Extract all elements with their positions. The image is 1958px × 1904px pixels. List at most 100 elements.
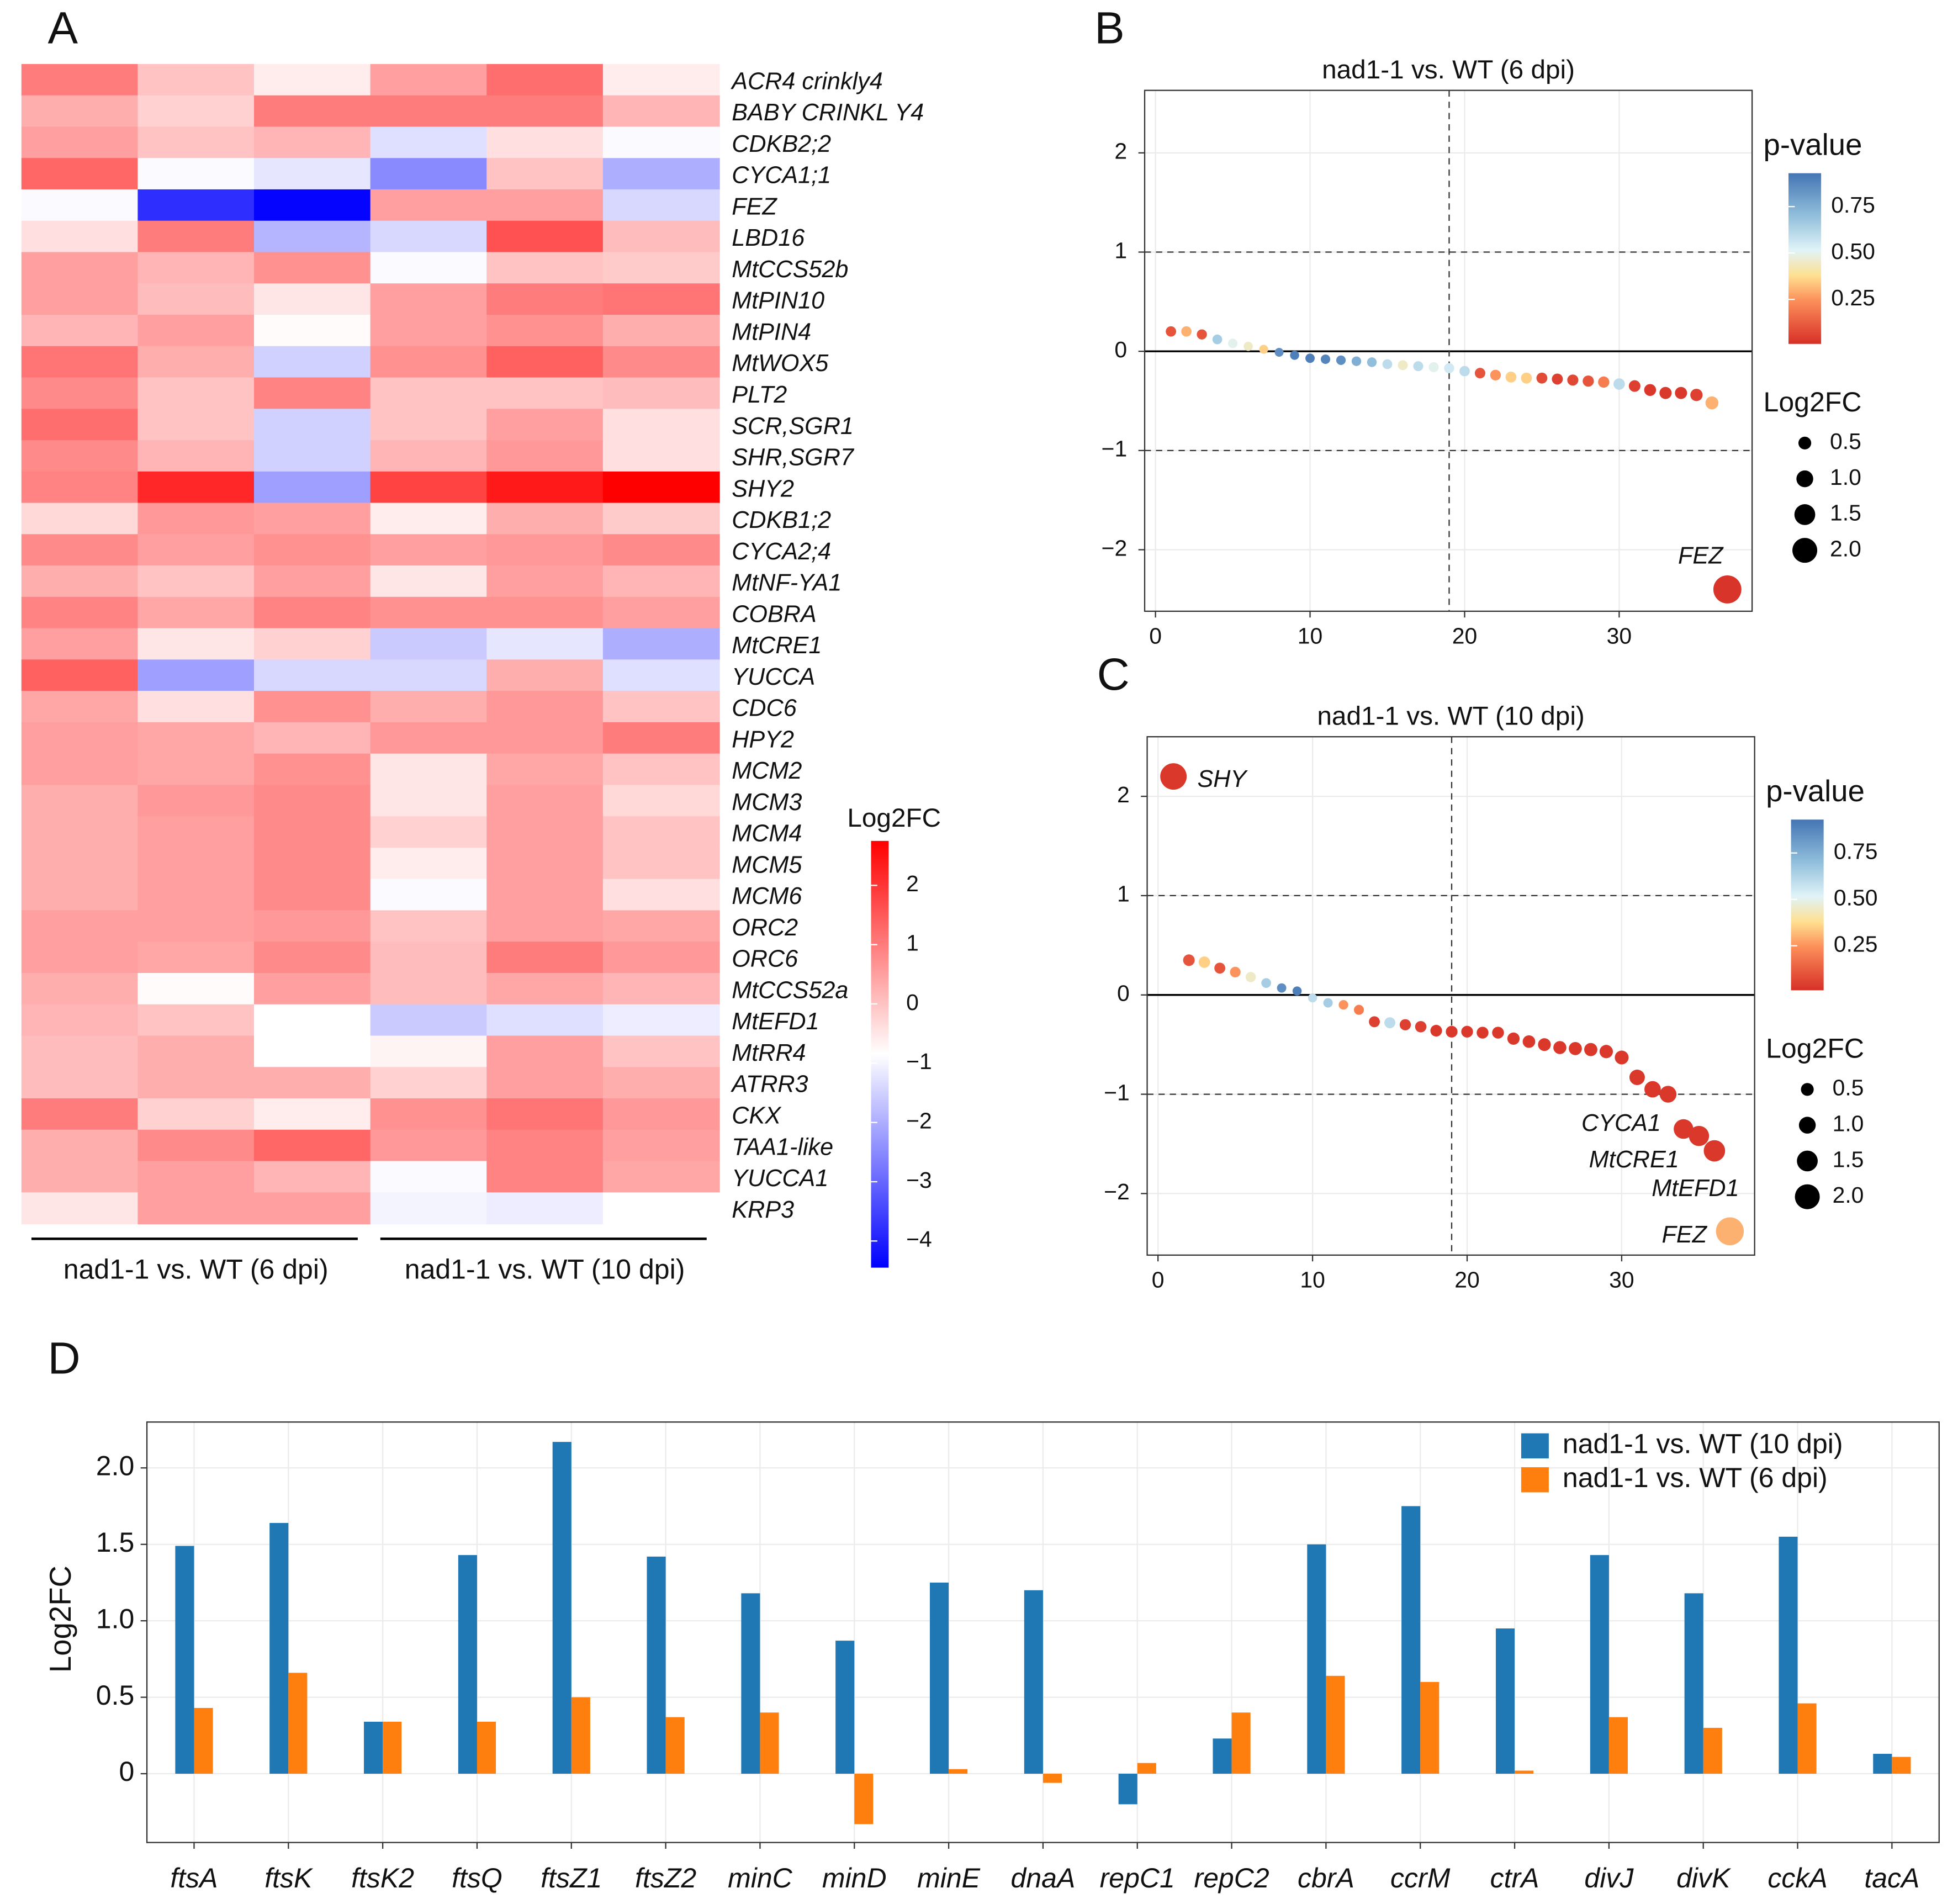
annotation: MtEFD1 xyxy=(1652,1175,1739,1202)
point xyxy=(1228,339,1238,348)
row-label: CYCA2;4 xyxy=(732,538,831,565)
heatmap-cell xyxy=(137,471,255,504)
heatmap-cell xyxy=(370,972,488,1005)
heatmap-cell xyxy=(370,189,488,221)
point xyxy=(1705,396,1719,410)
heatmap-cell xyxy=(602,1035,720,1068)
heatmap-cell xyxy=(602,377,720,410)
heatmap-cell xyxy=(486,847,604,880)
y-tick-label: −2 xyxy=(1102,535,1128,560)
point xyxy=(1716,1217,1744,1246)
colorbar-tick-label: −3 xyxy=(906,1167,932,1193)
y-tick-label: 0.5 xyxy=(96,1680,135,1711)
bar xyxy=(288,1673,308,1774)
y-tick-label: 0 xyxy=(1117,981,1130,1006)
colorbar-tick-label: 0.25 xyxy=(1834,931,1878,956)
heatmap-cell xyxy=(486,1161,604,1193)
heatmap-cell xyxy=(254,910,371,943)
colorbar-tick-label: 0.75 xyxy=(1834,839,1878,864)
heatmap-cell xyxy=(486,942,604,974)
heatmap-cell xyxy=(486,409,604,441)
heatmap-cell xyxy=(254,691,371,723)
point xyxy=(1183,954,1195,966)
point xyxy=(1505,372,1517,383)
heatmap-cell xyxy=(254,1192,371,1225)
heatmap-cell xyxy=(21,409,139,441)
point xyxy=(1323,998,1333,1008)
heatmap-cell xyxy=(254,879,371,911)
heatmap-cell xyxy=(21,753,139,786)
heatmap-cell xyxy=(370,565,488,597)
heatmap-cell xyxy=(21,315,139,347)
panel-label: C xyxy=(1097,649,1130,700)
size-legend-label: 2.0 xyxy=(1833,1182,1864,1208)
x-tick-label: repC1 xyxy=(1100,1863,1175,1894)
heatmap-cell xyxy=(370,628,488,660)
size-legend-label: 0.5 xyxy=(1833,1075,1864,1101)
point xyxy=(1197,329,1207,340)
point xyxy=(1430,1024,1442,1037)
row-label: CDKB1;2 xyxy=(732,507,831,533)
heatmap-cell xyxy=(254,1161,371,1193)
heatmap-cell xyxy=(370,64,488,96)
row-label: PLT2 xyxy=(732,382,787,408)
bar xyxy=(1326,1675,1345,1774)
heatmap-cell xyxy=(602,910,720,943)
bar xyxy=(269,1522,289,1774)
heatmap-cell xyxy=(137,942,255,974)
row-label: TAA1-like xyxy=(732,1134,833,1160)
row-label: MCM5 xyxy=(732,851,802,878)
heatmap-cell xyxy=(486,972,604,1005)
heatmap-cell xyxy=(254,847,371,880)
point xyxy=(1338,1000,1348,1010)
heatmap-cell xyxy=(137,409,255,441)
size-legend-key xyxy=(1801,1083,1814,1096)
x-tick-label: minE xyxy=(917,1863,981,1894)
heatmap-cell xyxy=(21,785,139,817)
panel-label: D xyxy=(48,1334,81,1384)
heatmap-cell xyxy=(370,440,488,472)
bar xyxy=(552,1442,571,1774)
heatmap-cell xyxy=(486,753,604,786)
heatmap-cell xyxy=(21,847,139,880)
annotation: FEZ xyxy=(1678,543,1724,569)
bar xyxy=(647,1556,666,1774)
heatmap-cell xyxy=(137,565,255,597)
row-label: COBRA xyxy=(732,601,817,627)
heatmap-cell xyxy=(602,346,720,378)
heatmap-cell xyxy=(21,722,139,754)
heatmap-cell xyxy=(21,534,139,567)
colorbar-tick-label: 0.75 xyxy=(1831,192,1875,218)
heatmap-cell xyxy=(254,596,371,629)
row-label: MtCCS52a xyxy=(732,977,848,1003)
point xyxy=(1320,355,1331,364)
heatmap-cell xyxy=(486,315,604,347)
point xyxy=(1160,763,1187,790)
row-label: YUCCA xyxy=(732,664,815,690)
heatmap-cell xyxy=(254,1067,371,1099)
heatmap-cell xyxy=(486,64,604,96)
heatmap-cell xyxy=(602,1129,720,1162)
heatmap-cell xyxy=(137,95,255,128)
point xyxy=(1444,363,1454,373)
heatmap-cell xyxy=(21,377,139,410)
x-tick-label: 30 xyxy=(1607,623,1632,648)
point xyxy=(1703,1140,1726,1162)
point xyxy=(1259,345,1268,354)
heatmap-cell xyxy=(370,377,488,410)
heatmap-cell xyxy=(254,942,371,974)
point xyxy=(1367,357,1377,367)
point xyxy=(1277,983,1287,993)
point xyxy=(1552,373,1563,385)
bar xyxy=(665,1717,685,1774)
heatmap-cell xyxy=(254,1129,371,1162)
heatmap-cell xyxy=(21,346,139,378)
heatmap-cell xyxy=(486,1004,604,1036)
heatmap-cell xyxy=(21,64,139,96)
point xyxy=(1181,326,1192,337)
size-legend-label: 1.0 xyxy=(1830,464,1861,490)
row-label: CKX xyxy=(732,1103,782,1129)
point xyxy=(1584,1043,1597,1056)
point xyxy=(1490,369,1501,380)
heatmap-cell xyxy=(137,596,255,629)
